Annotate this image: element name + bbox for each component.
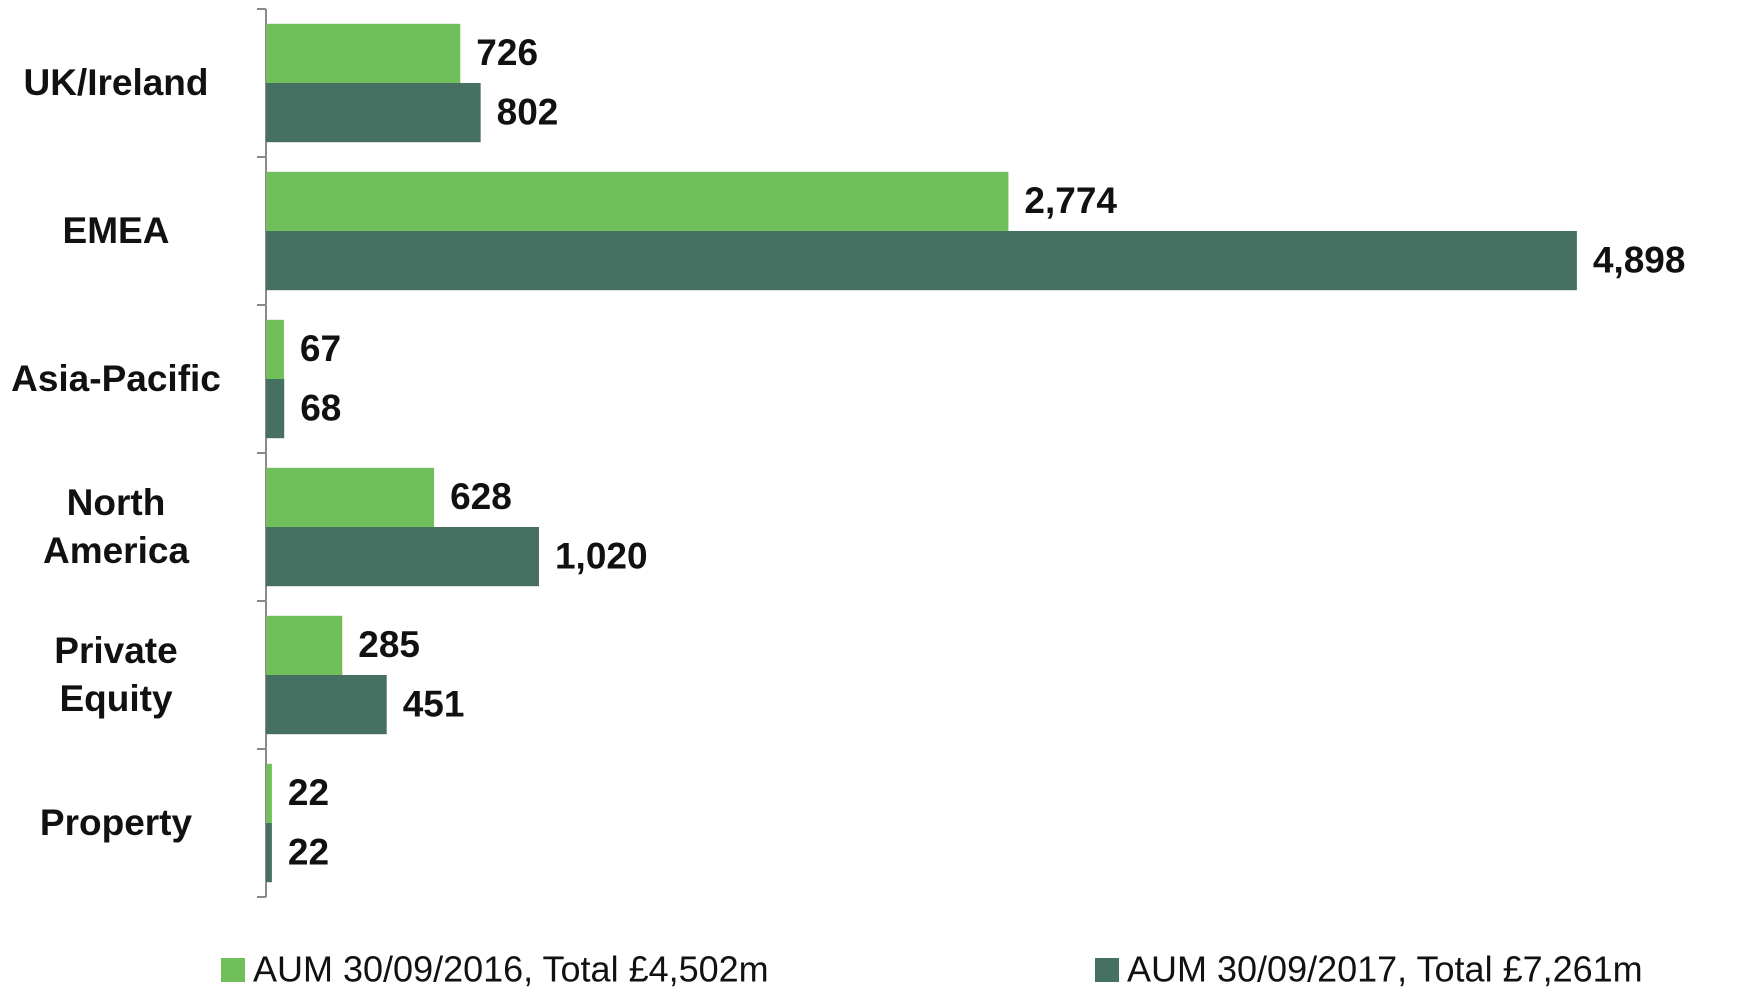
bar [266, 527, 539, 587]
value-label: 726 [476, 32, 538, 73]
value-label: 802 [497, 91, 559, 132]
value-label: 68 [300, 387, 341, 428]
value-label: 2,774 [1024, 180, 1117, 221]
legend-label: AUM 30/09/2017, Total £7,261m [1127, 949, 1643, 990]
value-label: 22 [288, 831, 329, 872]
bar [266, 823, 272, 883]
bar [266, 379, 285, 439]
value-label: 1,020 [555, 535, 648, 576]
bar [266, 171, 1009, 231]
legend-label: AUM 30/09/2016, Total £4,502m [253, 949, 769, 990]
value-label: 285 [358, 624, 420, 665]
legend-swatch [221, 958, 245, 982]
category-label: Asia-Pacific [11, 358, 221, 399]
bar [266, 231, 1577, 291]
bar [266, 763, 272, 823]
bar [266, 23, 461, 83]
category-label: UK/Ireland [23, 62, 209, 103]
value-label: 628 [450, 476, 512, 517]
bar [266, 675, 387, 735]
category-label: Private Equity [54, 630, 178, 719]
value-label: 22 [288, 772, 329, 813]
category-label: Property [39, 802, 193, 843]
category-label: EMEA [62, 210, 170, 251]
bar [266, 615, 343, 675]
bar [266, 83, 481, 143]
value-label: 4,898 [1593, 239, 1686, 280]
category-label: North America [42, 482, 190, 571]
bar [266, 319, 284, 379]
value-label: 67 [300, 328, 341, 369]
legend-swatch [1095, 958, 1119, 982]
bar [266, 467, 435, 527]
value-label: 451 [403, 683, 465, 724]
